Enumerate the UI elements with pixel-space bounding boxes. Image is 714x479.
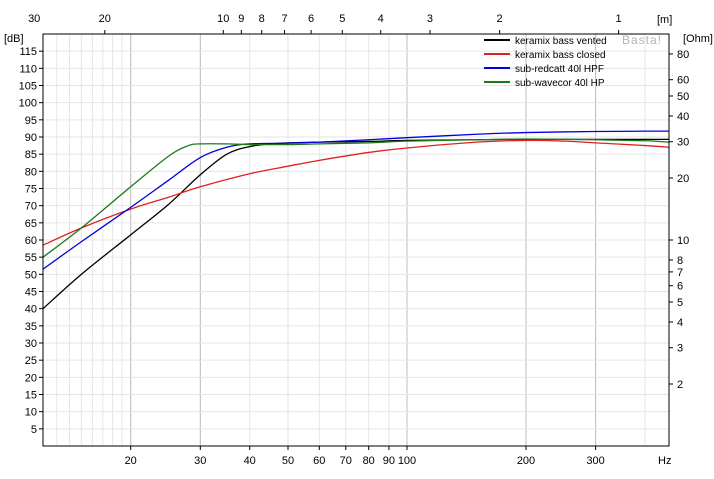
- legend-label: keramix bass vented: [515, 36, 607, 47]
- y-tick-label: 10: [25, 407, 37, 419]
- plot-grid: [43, 34, 669, 446]
- x-tick-label: 80: [363, 455, 375, 467]
- series-layer: [42, 130, 670, 310]
- y-tick-label: 30: [25, 338, 37, 350]
- top-tick-label: 6: [308, 13, 314, 25]
- legend-label: keramix bass closed: [515, 50, 606, 61]
- y-tick-label: 55: [25, 252, 37, 264]
- x-axis-distance: 30 20 10 9 8 7 6 5 4 3 2 1: [28, 13, 622, 34]
- y-tick-label: 35: [25, 321, 37, 333]
- y-tick-label: 5: [31, 424, 37, 436]
- top-tick-label: 5: [339, 13, 345, 25]
- y2-tick-label: 3: [677, 343, 683, 355]
- top-tick-label: 4: [378, 13, 384, 25]
- y2-tick-label: 4: [677, 317, 683, 329]
- y2-tick-label: 80: [677, 49, 689, 61]
- y-tick-label: 95: [25, 115, 37, 127]
- y-tick-label: 80: [25, 166, 37, 178]
- top-tick-label: 7: [281, 13, 287, 25]
- y2-tick-label: 7: [677, 267, 683, 279]
- legend-label: sub-wavecor 40l HP: [515, 78, 605, 89]
- top-tick-label: 8: [259, 13, 265, 25]
- x-tick-label: 100: [398, 455, 416, 467]
- series-line-sub-wavecor-40l-hp: [42, 138, 670, 258]
- x-tick-label: 20: [125, 455, 137, 467]
- top-axis-unit-label: [m]: [657, 14, 672, 26]
- top-tick-label: 3: [427, 13, 433, 25]
- y-tick-label: 70: [25, 201, 37, 213]
- y-axis-db: 5 10 15 20 25 30 35 40 45 50 55 60 65 70 75 80 85 90 95 100…: [19, 46, 43, 436]
- y2-tick-label: 2: [677, 379, 683, 391]
- y-tick-label: 110: [19, 63, 37, 75]
- y-tick-label: 45: [25, 287, 37, 299]
- y-tick-label: 65: [25, 218, 37, 230]
- top-tick-label: 2: [497, 13, 503, 25]
- x-tick-label: 30: [194, 455, 206, 467]
- top-tick-label: 10: [217, 13, 229, 25]
- y2-tick-label: 10: [677, 235, 689, 247]
- x-tick-label: 60: [313, 455, 325, 467]
- y-tick-label: 15: [25, 390, 37, 402]
- y-tick-label: 40: [25, 304, 37, 316]
- y2-tick-label: 60: [677, 75, 689, 87]
- y2-tick-label: 8: [677, 255, 683, 267]
- legend-label: sub-redcatt 40l HPF: [515, 64, 604, 75]
- y-axis-unit-label: [dB]: [4, 33, 24, 45]
- x-tick-label: 70: [340, 455, 352, 467]
- y-tick-label: 90: [25, 132, 37, 144]
- top-tick-label: 30: [28, 13, 40, 25]
- top-tick-label: 20: [99, 13, 111, 25]
- series-line-sub-redcatt-40l-hpf: [42, 130, 670, 270]
- series-line-keramix-bass-closed: [42, 139, 670, 246]
- y-tick-label: 105: [19, 81, 37, 93]
- y-tick-label: 115: [19, 46, 37, 58]
- top-tick-label: 9: [238, 13, 244, 25]
- top-tick-label: 1: [616, 13, 622, 25]
- x-tick-label: 40: [244, 455, 256, 467]
- y-axis-ohm: 2 3 4 5 6 78 10 20 30 40 50 60 80: [669, 49, 689, 391]
- x-tick-label: 200: [517, 455, 535, 467]
- y2-axis-unit-label: [Ohm]: [683, 33, 713, 45]
- y-tick-label: 75: [25, 184, 37, 196]
- y-tick-label: 85: [25, 149, 37, 161]
- x-axis-hz: 20 30 40 50 60 70 80 90 100 200 300: [125, 446, 605, 467]
- y2-tick-label: 5: [677, 297, 683, 309]
- y-tick-label: 100: [19, 98, 37, 110]
- y2-tick-label: 20: [677, 173, 689, 185]
- y-tick-label: 50: [25, 269, 37, 281]
- legend: keramix bass vented keramix bass closed su…: [484, 36, 607, 89]
- y2-tick-label: 40: [677, 111, 689, 123]
- y-tick-label: 60: [25, 235, 37, 247]
- x-tick-label: 90: [383, 455, 395, 467]
- x-axis-unit-label: Hz: [658, 455, 671, 467]
- x-tick-label: 300: [586, 455, 604, 467]
- y2-tick-label: 50: [677, 91, 689, 103]
- x-tick-label: 50: [282, 455, 294, 467]
- y2-tick-label: 30: [677, 137, 689, 149]
- y-tick-label: 25: [25, 355, 37, 367]
- watermark: Basta!: [622, 33, 662, 47]
- y-tick-label: 20: [25, 372, 37, 384]
- y2-tick-label: 6: [677, 281, 683, 293]
